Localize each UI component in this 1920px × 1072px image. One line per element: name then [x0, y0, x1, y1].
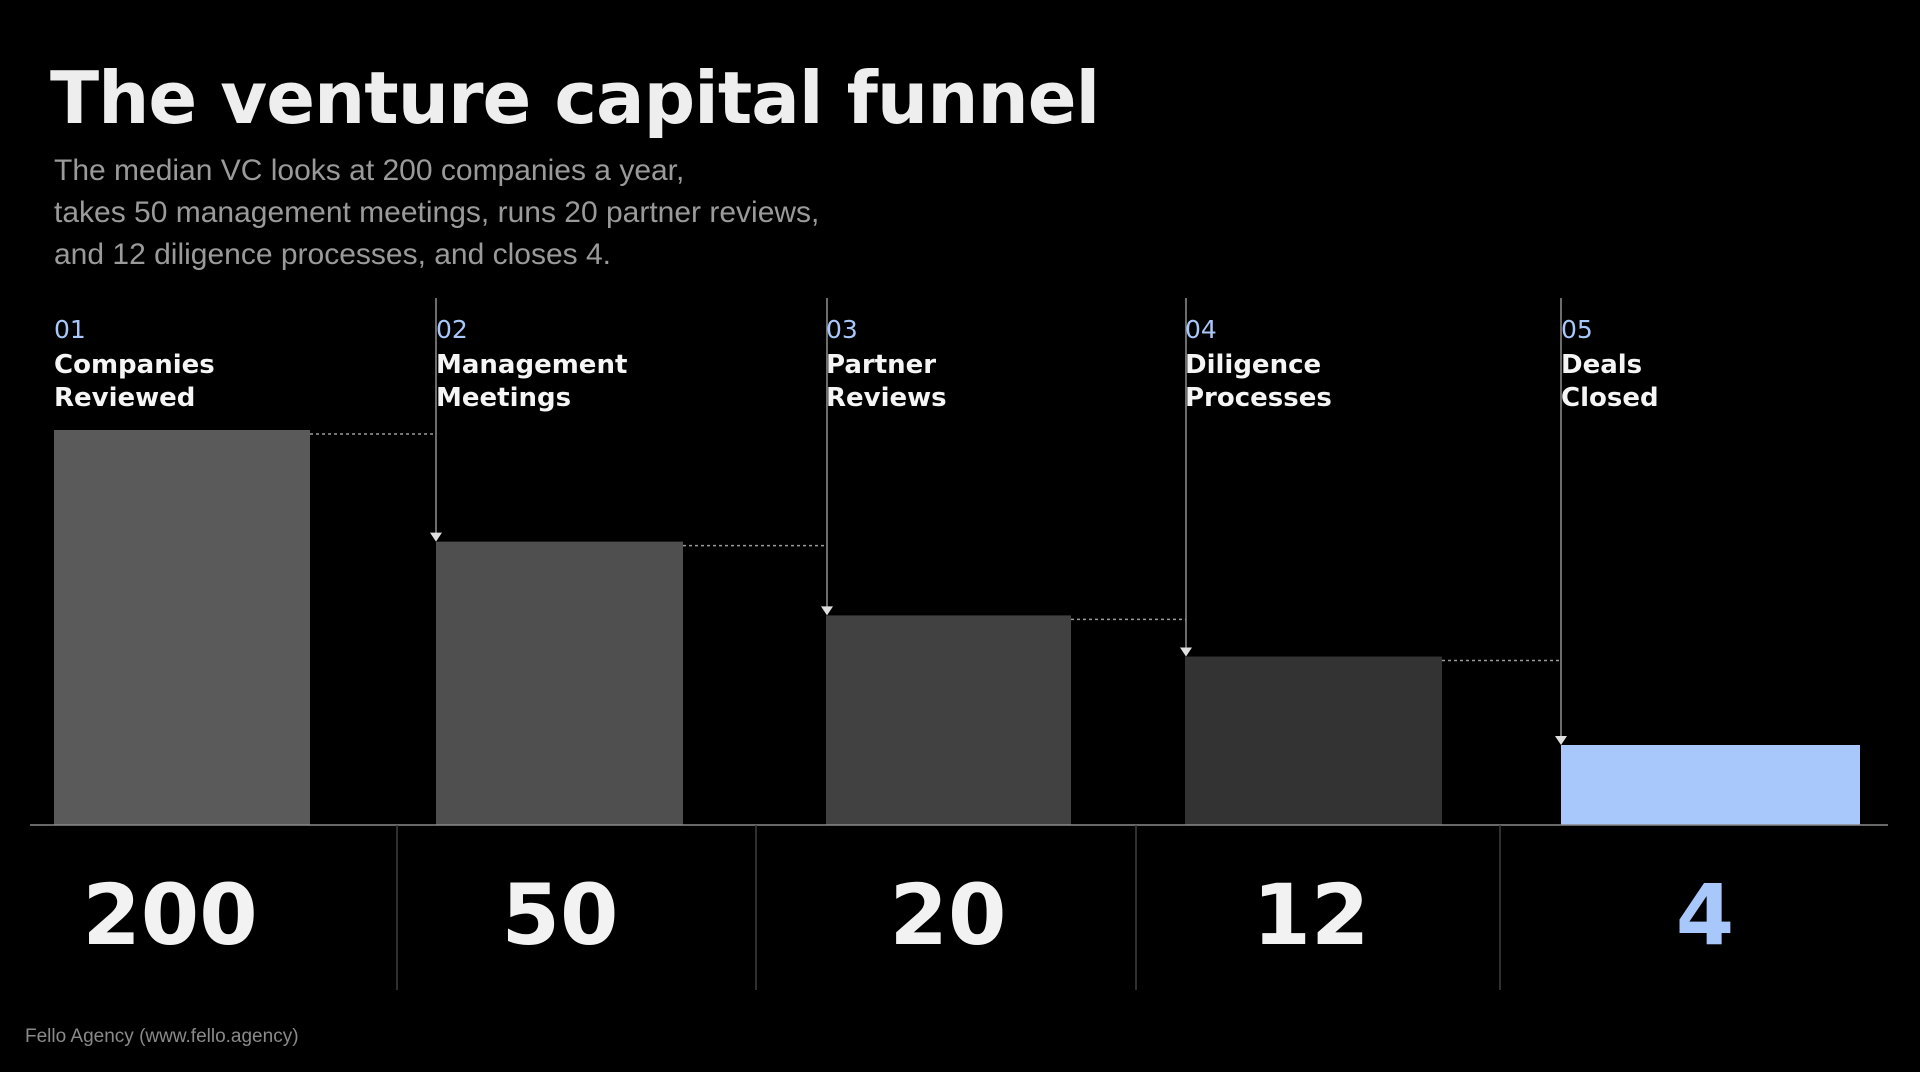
- drop-arrow-icon: [1180, 647, 1192, 657]
- category-label-line: Partner: [826, 350, 936, 380]
- category-label-line: Diligence: [1185, 350, 1321, 380]
- category-label-line: Reviewed: [54, 383, 195, 413]
- funnel-bar-05: [1561, 745, 1860, 825]
- step-number: 03: [826, 315, 858, 344]
- drop-arrow-icon: [430, 532, 442, 542]
- step-number: 02: [436, 315, 468, 344]
- value-label: 200: [82, 866, 257, 964]
- footer-credit: Fello Agency (www.fello.agency): [25, 1026, 299, 1047]
- step-number: 04: [1185, 315, 1217, 344]
- subtitle-line-2: takes 50 management meetings, runs 20 pa…: [54, 196, 820, 229]
- category-label-line: Processes: [1185, 383, 1332, 413]
- funnel-bar-01: [54, 430, 310, 825]
- category-label-line: Meetings: [436, 383, 571, 413]
- category-label-line: Deals: [1561, 350, 1642, 380]
- funnel-bar-02: [436, 541, 683, 825]
- category-label-line: Companies: [54, 350, 215, 380]
- value-label: 20: [890, 866, 1007, 964]
- category-label-line: Closed: [1561, 383, 1659, 413]
- value-label: 4: [1676, 866, 1734, 964]
- drop-arrow-icon: [821, 606, 833, 616]
- page-subtitle: The median VC looks at 200 companies a y…: [54, 150, 954, 276]
- step-number: 05: [1561, 315, 1593, 344]
- category-label-line: Management: [436, 350, 627, 380]
- value-label: 12: [1253, 866, 1370, 964]
- category-label-line: Reviews: [826, 383, 947, 413]
- page-title: The venture capital funnel: [50, 56, 1100, 140]
- step-number: 01: [54, 315, 86, 344]
- value-label: 50: [502, 866, 619, 964]
- drop-arrow-icon: [1555, 736, 1567, 745]
- subtitle-line-1: The median VC looks at 200 companies a y…: [54, 154, 685, 187]
- funnel-bar-03: [826, 615, 1071, 825]
- subtitle-line-3: and 12 diligence processes, and closes 4…: [54, 238, 612, 271]
- funnel-bar-04: [1185, 656, 1442, 825]
